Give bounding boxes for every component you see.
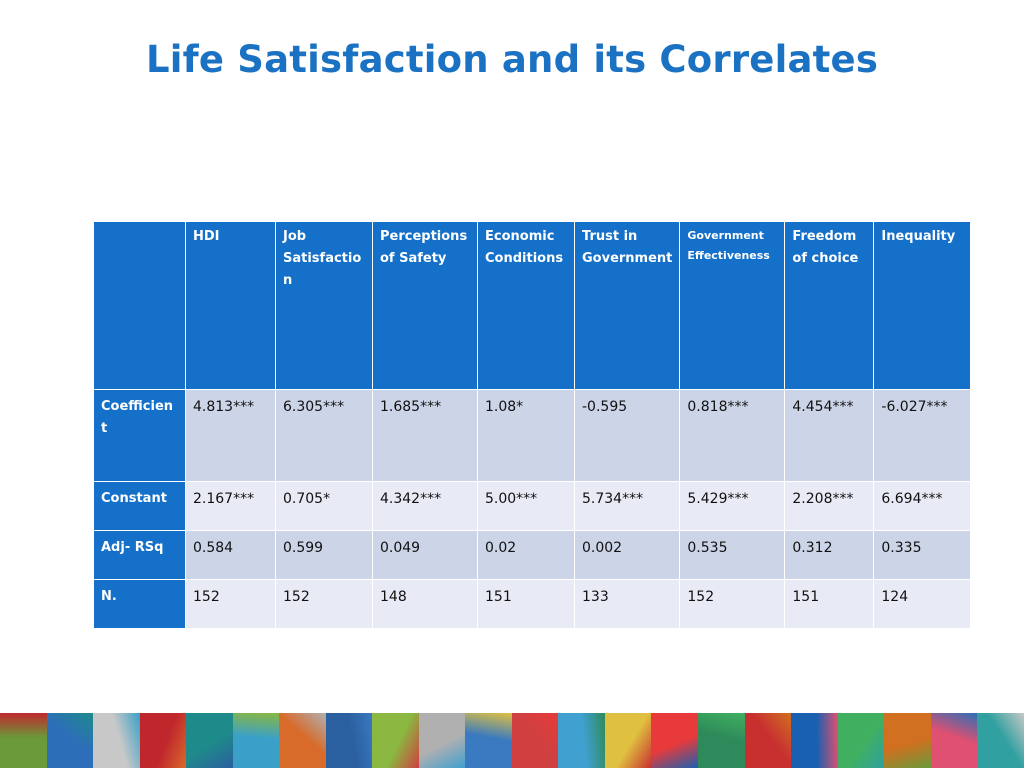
strip-tile <box>372 713 419 768</box>
row-header-constant: Constant <box>93 481 186 531</box>
table-row-adj-rsq: Adj- RSq 0.584 0.599 0.049 0.02 0.002 0.… <box>93 530 972 580</box>
table-cell: 6.305*** <box>275 389 373 482</box>
corner-header-cell <box>93 221 186 390</box>
table-cell: 2.208*** <box>784 481 875 531</box>
strip-tile <box>744 713 792 768</box>
table-cell: 0.049 <box>372 530 478 580</box>
column-header-inequality: Inequality <box>873 221 972 390</box>
table-cell: 5.00*** <box>477 481 575 531</box>
table-cell: 0.312 <box>784 530 875 580</box>
table-cell: 1.685*** <box>372 389 478 482</box>
strip-tile <box>977 713 1024 768</box>
strip-tile <box>604 713 652 768</box>
table-cell: 152 <box>275 579 373 629</box>
correlates-table: HDI Job Satisfactio n Perceptions of Safet… <box>93 221 972 629</box>
strip-tile <box>325 713 373 768</box>
table-cell: 152 <box>185 579 276 629</box>
table-cell: 0.599 <box>275 530 373 580</box>
table-cell: -6.027*** <box>873 389 972 482</box>
table-cell: -0.595 <box>573 389 681 482</box>
table-cell: 151 <box>477 579 575 629</box>
table-header-row: HDI Job Satisfactio n Perceptions of Safet… <box>93 221 972 390</box>
column-header-hdi: HDI <box>185 221 276 390</box>
table-cell: 1.08* <box>477 389 575 482</box>
table-row-n: N. 152 152 148 151 133 152 151 124 <box>93 579 972 629</box>
strip-tile <box>930 713 978 768</box>
strip-tile <box>93 713 140 768</box>
table-cell: 4.813*** <box>185 389 276 482</box>
table-cell: 0.535 <box>679 530 786 580</box>
table-cell: 152 <box>679 579 786 629</box>
table-cell: 5.429*** <box>679 481 786 531</box>
row-header-n: N. <box>93 579 186 629</box>
strip-tile <box>465 713 512 768</box>
table-row-constant: Constant 2.167*** 0.705* 4.342*** 5.00**… <box>93 481 972 531</box>
strip-tile <box>279 713 326 768</box>
strip-tile <box>651 713 698 768</box>
table-row-coefficient: Coefficien t 4.813*** 6.305*** 1.685*** 1… <box>93 389 972 482</box>
table-cell: 0.02 <box>477 530 575 580</box>
table-cell: 6.694*** <box>873 481 972 531</box>
strip-tile <box>139 713 187 768</box>
table-cell: 0.002 <box>573 530 681 580</box>
table-cell: 133 <box>573 579 681 629</box>
table-cell: 4.454*** <box>784 389 875 482</box>
column-header-perceptions-of-safety: Perceptions of Safety <box>372 221 478 390</box>
table-cell: 124 <box>873 579 972 629</box>
strip-tile <box>186 713 233 768</box>
strip-tile <box>791 713 838 768</box>
row-header-coefficient: Coefficien t <box>93 389 186 482</box>
page-title: Life Satisfaction and its Correlates <box>145 38 879 81</box>
table-cell: 0.584 <box>185 530 276 580</box>
strip-tile <box>418 713 466 768</box>
table-cell: 2.167*** <box>185 481 276 531</box>
strip-tile <box>511 713 559 768</box>
table-cell: 0.705* <box>275 481 373 531</box>
column-header-government-effectiveness: Government Effectiveness <box>679 221 786 390</box>
decorative-image-strip <box>0 713 1024 768</box>
table-cell: 0.335 <box>873 530 972 580</box>
table-cell: 4.342*** <box>372 481 478 531</box>
table-cell: 5.734*** <box>573 481 681 531</box>
column-header-job-satisfaction: Job Satisfactio n <box>275 221 373 390</box>
table-cell: 0.818*** <box>679 389 786 482</box>
column-header-economic-conditions: Economic Conditions <box>477 221 575 390</box>
strip-tile <box>558 713 605 768</box>
column-header-freedom-of-choice: Freedom of choice <box>784 221 875 390</box>
strip-tile <box>837 713 885 768</box>
strip-tile <box>232 713 280 768</box>
strip-tile <box>46 713 94 768</box>
row-header-adj-rsq: Adj- RSq <box>93 530 186 580</box>
strip-tile <box>697 713 745 768</box>
table-cell: 151 <box>784 579 875 629</box>
table-cell: 148 <box>372 579 478 629</box>
strip-tile <box>884 713 931 768</box>
strip-tile <box>0 713 47 768</box>
column-header-trust-in-government: Trust in Government <box>573 221 681 390</box>
